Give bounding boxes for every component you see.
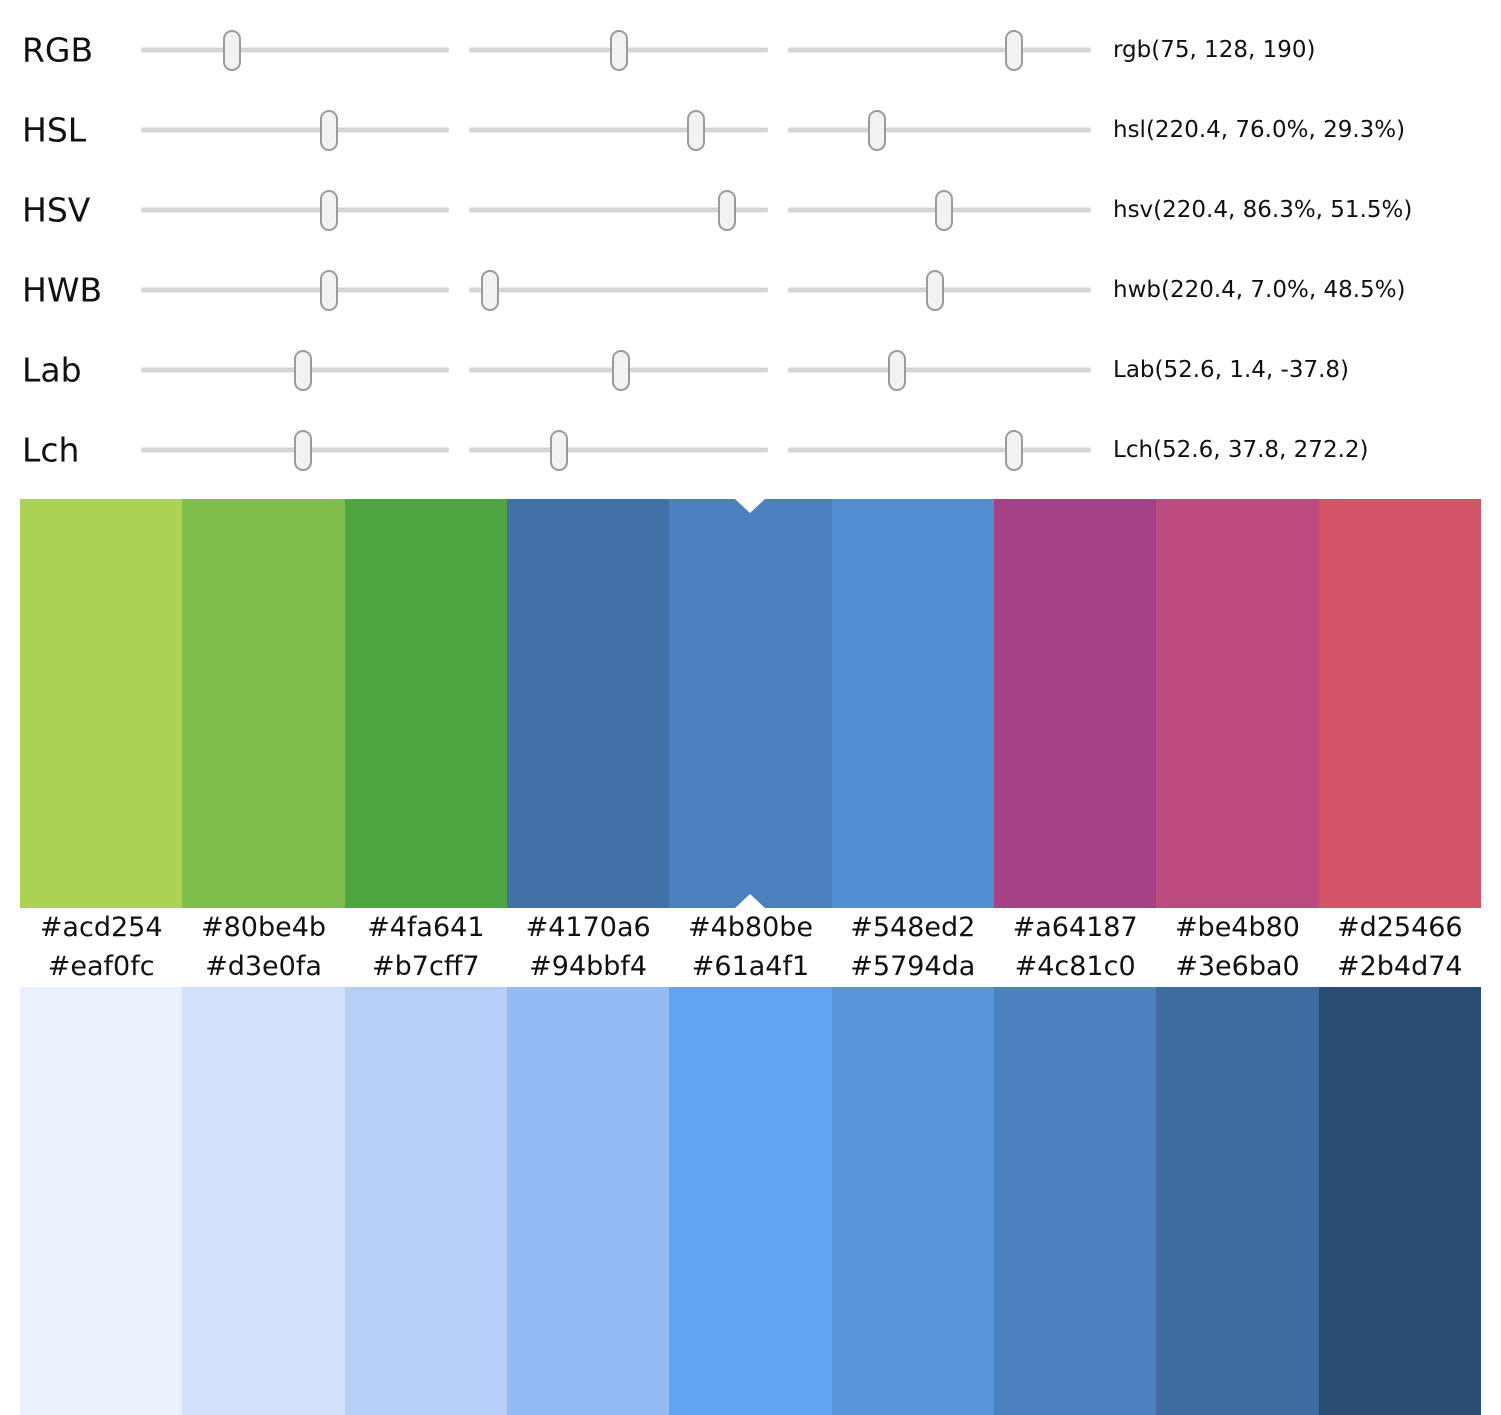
- lab-slider-track-1[interactable]: [141, 349, 449, 391]
- rgb-slider-thumb-2[interactable]: [610, 29, 629, 71]
- lab-label: Lab: [22, 350, 82, 390]
- hwb-slider-thumb-2[interactable]: [480, 269, 499, 311]
- rgb-slider-track-2[interactable]: [469, 29, 768, 71]
- lch-label: Lch: [22, 430, 80, 470]
- lch-slider-thumb-1[interactable]: [294, 429, 312, 471]
- lab-slider-track-3[interactable]: [788, 349, 1091, 391]
- slider-row-hsv: HSV hsv(220.4, 86.3%, 51.5%): [0, 170, 1501, 250]
- hsv-slider-thumb-3[interactable]: [935, 189, 954, 231]
- shade-swatch-hex-label: #61a4f1: [691, 951, 810, 982]
- selected-notch-top-icon: [735, 499, 766, 513]
- lch-value-label: Lch(52.6, 37.8, 272.2): [1113, 437, 1369, 463]
- shade-swatch-hex-label: #eaf0fc: [47, 951, 155, 982]
- hue-swatch-hex-label: #4b80be: [687, 912, 813, 943]
- hue-swatch-0[interactable]: [20, 499, 183, 908]
- shade-swatch-5[interactable]: [831, 987, 994, 1415]
- hue-swatch-1[interactable]: [182, 499, 345, 908]
- shade-hex-labels: #eaf0fc #d3e0fa #b7cff7 #94bbf4 #61a4f1 #5794…: [20, 947, 1481, 987]
- hue-swatch-hex-label: #80be4b: [200, 912, 327, 943]
- shade-swatch-6[interactable]: [993, 987, 1157, 1415]
- rgb-value-label: rgb(75, 128, 190): [1113, 37, 1316, 63]
- hsv-label: HSV: [22, 190, 91, 230]
- lch-slider-track-2[interactable]: [469, 429, 768, 471]
- hue-swatch-hex-label: #acd254: [39, 912, 163, 943]
- lch-slider-track-1[interactable]: [141, 429, 449, 471]
- hsl-slider-thumb-2[interactable]: [687, 109, 706, 151]
- hwb-value-label: hwb(220.4, 7.0%, 48.5%): [1113, 277, 1406, 303]
- hsv-slider-track-2[interactable]: [469, 189, 768, 231]
- hue-swatch-hex-label: #a64187: [1012, 912, 1138, 943]
- hue-swatch-7[interactable]: [1156, 499, 1319, 908]
- shade-swatch-hex-label: #b7cff7: [372, 951, 480, 982]
- hue-swatch-3[interactable]: [506, 499, 670, 908]
- lab-slider-thumb-1[interactable]: [294, 349, 312, 391]
- hsv-slider-thumb-2[interactable]: [718, 189, 737, 231]
- hue-swatch-4[interactable]: [669, 499, 832, 908]
- lch-slider-track-3[interactable]: [788, 429, 1091, 471]
- hsl-label: HSL: [22, 110, 87, 150]
- shade-swatch-hex-label: #2b4d74: [1336, 951, 1463, 982]
- lab-slider-thumb-2[interactable]: [612, 349, 631, 391]
- hsv-value-label: hsv(220.4, 86.3%, 51.5%): [1113, 197, 1413, 223]
- shade-swatch-7[interactable]: [1156, 987, 1319, 1415]
- hue-swatch-6[interactable]: [993, 499, 1157, 908]
- rgb-slider-thumb-3[interactable]: [1004, 29, 1023, 71]
- lch-slider-thumb-3[interactable]: [1004, 429, 1023, 471]
- selected-notch-bottom-icon: [735, 894, 766, 908]
- lab-value-label: Lab(52.6, 1.4, -37.8): [1113, 357, 1349, 383]
- rgb-label: RGB: [22, 30, 94, 70]
- hwb-slider-thumb-3[interactable]: [925, 269, 944, 311]
- hue-swatch-5[interactable]: [831, 499, 994, 908]
- slider-row-rgb: RGB rgb(75, 128, 190): [0, 10, 1501, 90]
- hsl-slider-track-2[interactable]: [469, 109, 768, 151]
- slider-row-hsl: HSL hsl(220.4, 76.0%, 29.3%): [0, 90, 1501, 170]
- shade-swatch-hex-label: #5794da: [850, 951, 976, 982]
- slider-row-lab: Lab Lab(52.6, 1.4, -37.8): [0, 330, 1501, 410]
- shade-swatch-hex-label: #4c81c0: [1014, 951, 1136, 982]
- hwb-slider-track-3[interactable]: [788, 269, 1091, 311]
- shade-swatch-hex-label: #d3e0fa: [205, 951, 322, 982]
- shade-swatch-8[interactable]: [1318, 987, 1481, 1415]
- hsl-value-label: hsl(220.4, 76.0%, 29.3%): [1113, 117, 1406, 143]
- hsl-slider-thumb-3[interactable]: [867, 109, 886, 151]
- hue-swatch-hex-label: #4fa641: [367, 912, 485, 943]
- hwb-label: HWB: [22, 270, 103, 310]
- hwb-slider-track-2[interactable]: [469, 269, 768, 311]
- hsv-slider-track-1[interactable]: [141, 189, 449, 231]
- hue-swatch-hex-label: #d25466: [1336, 912, 1463, 943]
- shade-swatch-hex-label: #3e6ba0: [1175, 951, 1300, 982]
- hsl-slider-thumb-1[interactable]: [320, 109, 339, 151]
- shade-palette: [20, 987, 1481, 1415]
- lch-slider-thumb-2[interactable]: [549, 429, 568, 471]
- lab-slider-thumb-3[interactable]: [888, 349, 907, 391]
- hwb-slider-track-1[interactable]: [141, 269, 449, 311]
- hue-swatch-hex-label: #be4b80: [1174, 912, 1300, 943]
- hue-palette: [20, 499, 1481, 908]
- shade-swatch-hex-label: #94bbf4: [529, 951, 648, 982]
- shade-swatch-1[interactable]: [182, 987, 345, 1415]
- hue-swatch-hex-label: #4170a6: [525, 912, 651, 943]
- shade-swatch-3[interactable]: [506, 987, 670, 1415]
- hsv-slider-thumb-1[interactable]: [320, 189, 339, 231]
- slider-row-hwb: HWB hwb(220.4, 7.0%, 48.5%): [0, 250, 1501, 330]
- shade-swatch-4[interactable]: [669, 987, 832, 1415]
- shade-swatch-0[interactable]: [20, 987, 183, 1415]
- hue-hex-labels: #acd254 #80be4b #4fa641 #4170a6 #4b80be #548e…: [20, 908, 1481, 947]
- rgb-slider-thumb-1[interactable]: [222, 29, 241, 71]
- lab-slider-track-2[interactable]: [469, 349, 768, 391]
- rgb-slider-track-3[interactable]: [788, 29, 1091, 71]
- shade-swatch-2[interactable]: [344, 987, 507, 1415]
- slider-row-lch: Lch Lch(52.6, 37.8, 272.2): [0, 410, 1501, 490]
- hsl-slider-track-3[interactable]: [788, 109, 1091, 151]
- hue-swatch-2[interactable]: [344, 499, 507, 908]
- hsv-slider-track-3[interactable]: [788, 189, 1091, 231]
- hsl-slider-track-1[interactable]: [141, 109, 449, 151]
- hue-swatch-hex-label: #548ed2: [850, 912, 976, 943]
- hwb-slider-thumb-1[interactable]: [320, 269, 339, 311]
- hue-swatch-8[interactable]: [1318, 499, 1481, 908]
- slider-panel: RGB rgb(75, 128, 190) HSL hsl(220.4, 76.0%,…: [0, 0, 1501, 499]
- rgb-slider-track-1[interactable]: [141, 29, 449, 71]
